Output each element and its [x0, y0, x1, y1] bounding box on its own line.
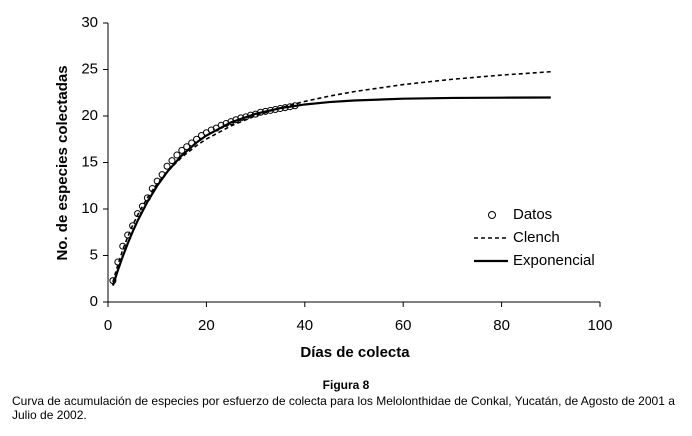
x-tick-label: 60: [395, 317, 412, 334]
data-point: [178, 146, 186, 154]
x-tick-label: 40: [296, 317, 313, 334]
y-tick-label: 30: [81, 14, 98, 31]
data-point: [163, 162, 171, 170]
legend-label: Datos: [513, 206, 552, 223]
legend-label: Exponencial: [513, 252, 595, 269]
y-tick-label: 25: [81, 60, 98, 77]
data-point: [168, 157, 176, 165]
y-tick-label: 20: [81, 107, 98, 124]
x-tick-label: 0: [104, 317, 112, 334]
data-point: [173, 151, 181, 159]
legend-symbol: [488, 211, 496, 219]
x-tick-label: 80: [493, 317, 510, 334]
legend-label: Clench: [513, 229, 560, 246]
y-axis-label: No. de especies colectadas: [54, 65, 71, 260]
x-tick-label: 20: [198, 317, 215, 334]
caption: Curva de acumulación de especies por esf…: [12, 394, 675, 422]
y-tick-label: 0: [90, 293, 98, 310]
series-line: [111, 96, 551, 286]
x-axis-label: Días de colecta: [300, 344, 410, 361]
x-tick-label: 100: [587, 317, 612, 334]
y-tick-label: 10: [81, 200, 98, 217]
y-tick-label: 5: [90, 246, 98, 263]
figure-label: Figura 8: [323, 378, 370, 392]
y-tick-label: 15: [81, 153, 98, 170]
series-line: [112, 70, 551, 283]
